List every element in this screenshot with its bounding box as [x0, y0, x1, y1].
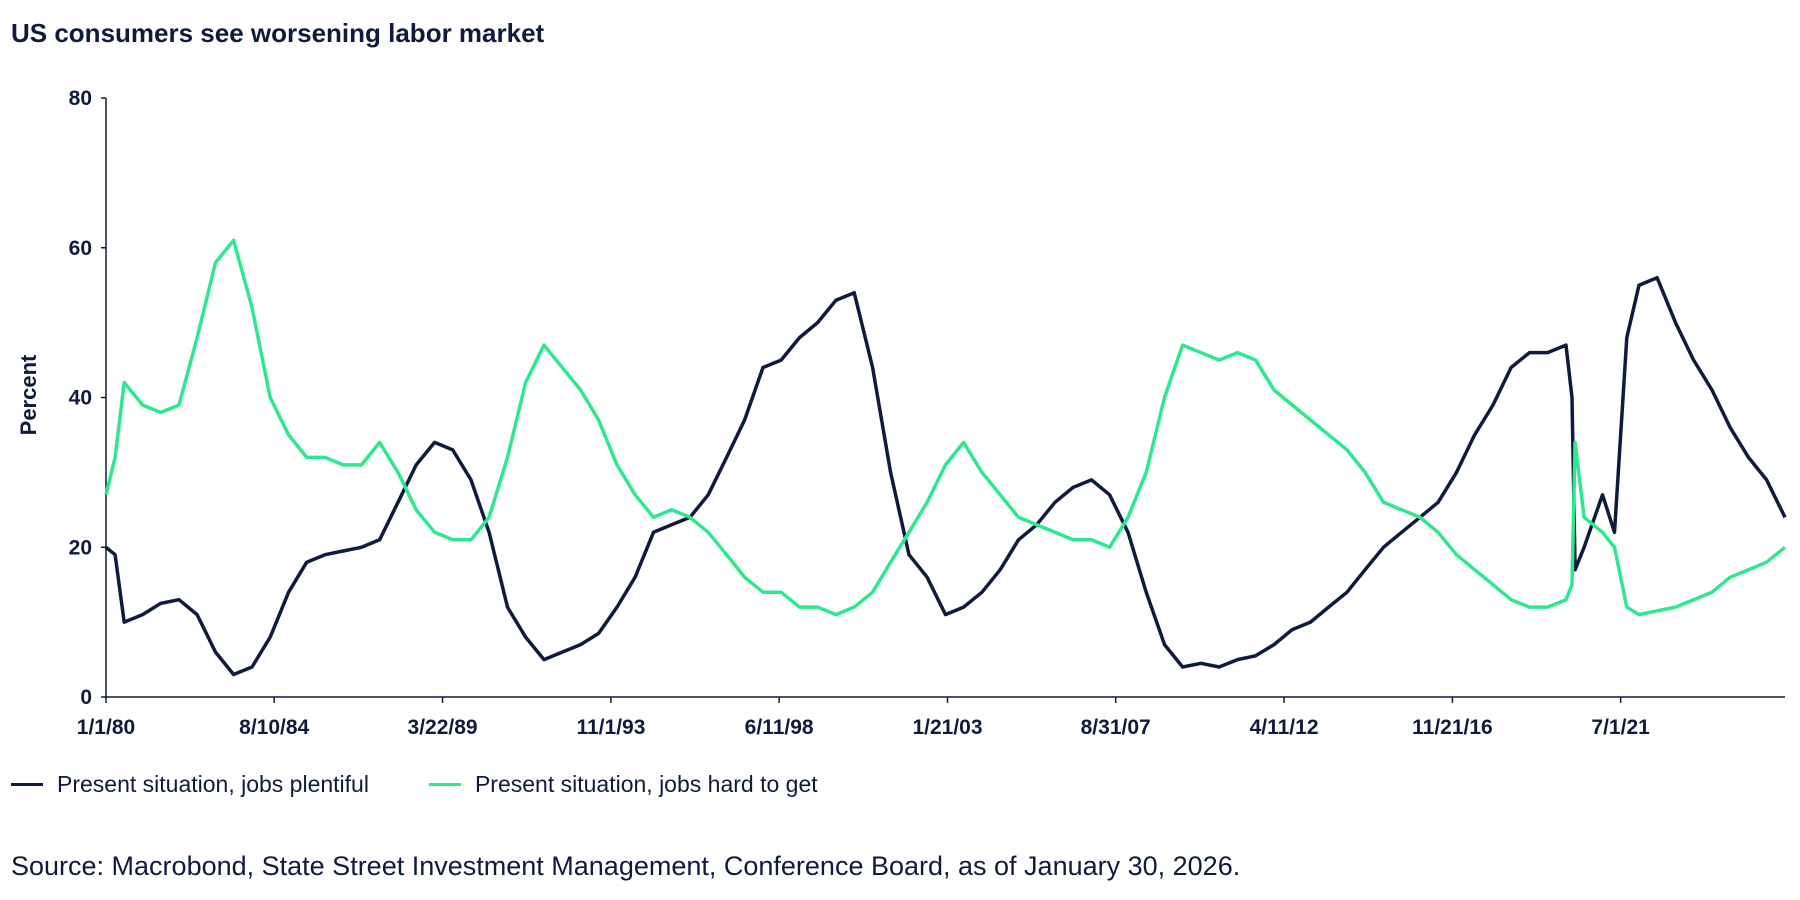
x-tick-label: 8/10/84: [239, 716, 309, 739]
y-axis: 0 20 40 60 80: [69, 87, 107, 709]
legend-label-jobs-hard-to-get: Present situation, jobs hard to get: [474, 771, 818, 797]
line-chart: 0 20 40 60 80 1/1/80 8/10/84 3/22/89 11/1/93 6/1…: [16, 87, 1787, 739]
source-note: Source: Macrobond, State Street Investme…: [11, 851, 1241, 881]
x-tick-label: 1/1/80: [77, 716, 135, 739]
x-tick-label: 1/21/03: [912, 716, 982, 739]
legend-label-jobs-plentiful: Present situation, jobs plentiful: [57, 771, 369, 797]
legend-swatch-jobs-plentiful: [11, 783, 43, 786]
x-tick-label: 11/21/16: [1412, 716, 1493, 739]
series-layer: [104, 238, 1787, 677]
x-tick-label: 8/31/07: [1081, 716, 1151, 739]
y-tick-label: 40: [69, 387, 92, 410]
legend-swatch-jobs-hard-to-get: [428, 783, 461, 786]
series-line-jobs-plentiful: [104, 275, 1787, 677]
x-tick-label: 3/22/89: [408, 716, 478, 739]
y-axis-label: Percent: [16, 354, 41, 435]
series-line-jobs-hard-to-get: [104, 238, 1787, 617]
y-tick-label: 0: [80, 686, 92, 709]
x-tick-label: 4/11/12: [1250, 716, 1319, 739]
x-tick-label: 11/1/93: [576, 716, 645, 739]
legend-item-jobs-plentiful: Present situation, jobs plentiful: [11, 771, 369, 798]
y-tick-label: 80: [69, 87, 92, 110]
x-tick-label: 7/1/21: [1591, 716, 1650, 739]
legend-item-jobs-hard-to-get: Present situation, jobs hard to get: [428, 771, 818, 798]
x-axis: 1/1/80 8/10/84 3/22/89 11/1/93 6/11/98 1/21/0…: [77, 696, 1785, 739]
legend: Present situation, jobs plentiful Presen…: [11, 771, 878, 798]
chart-title: US consumers see worsening labor market: [11, 18, 545, 48]
y-tick-label: 60: [69, 237, 92, 260]
y-tick-label: 20: [69, 536, 92, 559]
x-tick-label: 6/11/98: [745, 716, 814, 739]
